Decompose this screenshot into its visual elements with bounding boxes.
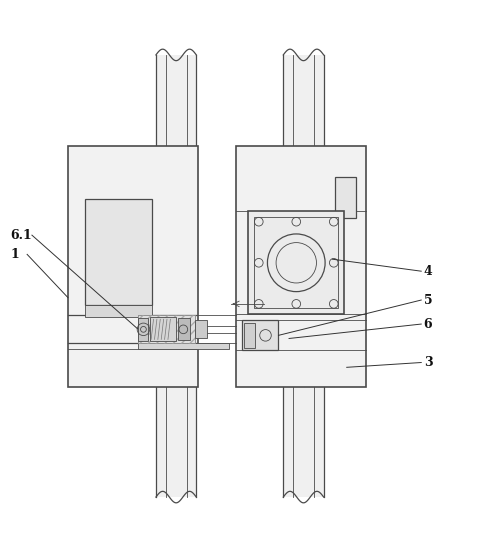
Bar — [244, 323, 255, 348]
Bar — [85, 199, 152, 305]
Bar — [138, 318, 148, 341]
Bar — [254, 217, 338, 308]
Bar — [283, 55, 324, 497]
Bar — [248, 211, 344, 315]
Text: 3: 3 — [424, 356, 432, 369]
Bar — [177, 319, 189, 341]
Bar — [156, 55, 196, 497]
Bar — [138, 343, 229, 349]
Text: 6.1: 6.1 — [10, 229, 32, 242]
Bar — [138, 315, 195, 343]
Bar — [195, 320, 207, 338]
Bar — [242, 320, 279, 351]
Bar — [236, 146, 366, 386]
Bar — [85, 305, 152, 317]
Bar — [138, 315, 195, 343]
Bar — [335, 178, 356, 219]
Text: 4: 4 — [424, 265, 432, 278]
Text: 1: 1 — [10, 248, 19, 261]
Bar — [150, 317, 176, 341]
Bar — [68, 146, 198, 386]
Text: 5: 5 — [424, 294, 432, 306]
Text: 6: 6 — [424, 317, 432, 331]
